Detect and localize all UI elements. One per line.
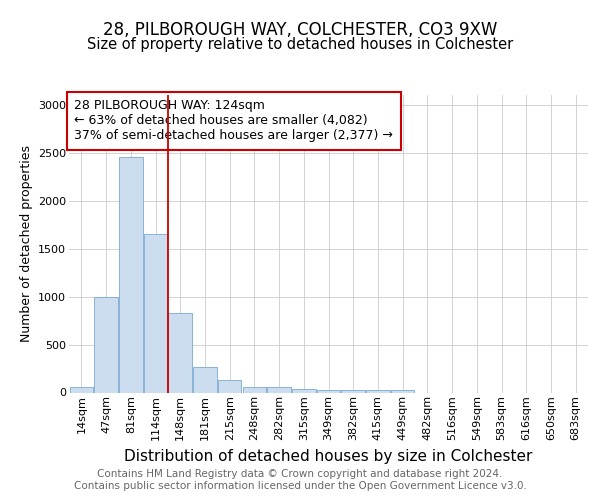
Bar [366,390,389,392]
Bar [119,158,143,392]
Bar [242,386,266,392]
Bar [218,380,241,392]
Bar [94,296,118,392]
Bar [268,387,291,392]
Bar [292,389,316,392]
Text: Size of property relative to detached houses in Colchester: Size of property relative to detached ho… [87,36,513,52]
Bar [391,390,415,392]
Bar [341,390,365,392]
Bar [169,313,192,392]
Bar [193,366,217,392]
Text: Contains HM Land Registry data © Crown copyright and database right 2024.
Contai: Contains HM Land Registry data © Crown c… [74,470,526,491]
Y-axis label: Number of detached properties: Number of detached properties [20,145,32,342]
X-axis label: Distribution of detached houses by size in Colchester: Distribution of detached houses by size … [124,448,533,464]
Bar [317,390,340,392]
Text: 28, PILBOROUGH WAY, COLCHESTER, CO3 9XW: 28, PILBOROUGH WAY, COLCHESTER, CO3 9XW [103,21,497,39]
Bar [70,386,93,392]
Text: 28 PILBOROUGH WAY: 124sqm
← 63% of detached houses are smaller (4,082)
37% of se: 28 PILBOROUGH WAY: 124sqm ← 63% of detac… [74,100,393,142]
Bar [144,234,167,392]
